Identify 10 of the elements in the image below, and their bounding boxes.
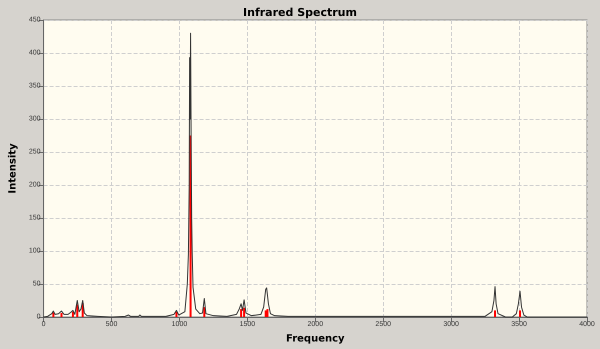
bar	[240, 309, 242, 317]
chart-title: Infrared Spectrum	[243, 6, 357, 19]
y-axis-title: Intensity	[8, 142, 18, 194]
bar	[60, 313, 63, 317]
bar	[494, 310, 496, 317]
bar	[266, 309, 268, 317]
bar	[243, 308, 246, 317]
bar	[264, 310, 267, 317]
bar	[519, 310, 522, 317]
x-axis-title: Frequency	[286, 334, 346, 344]
